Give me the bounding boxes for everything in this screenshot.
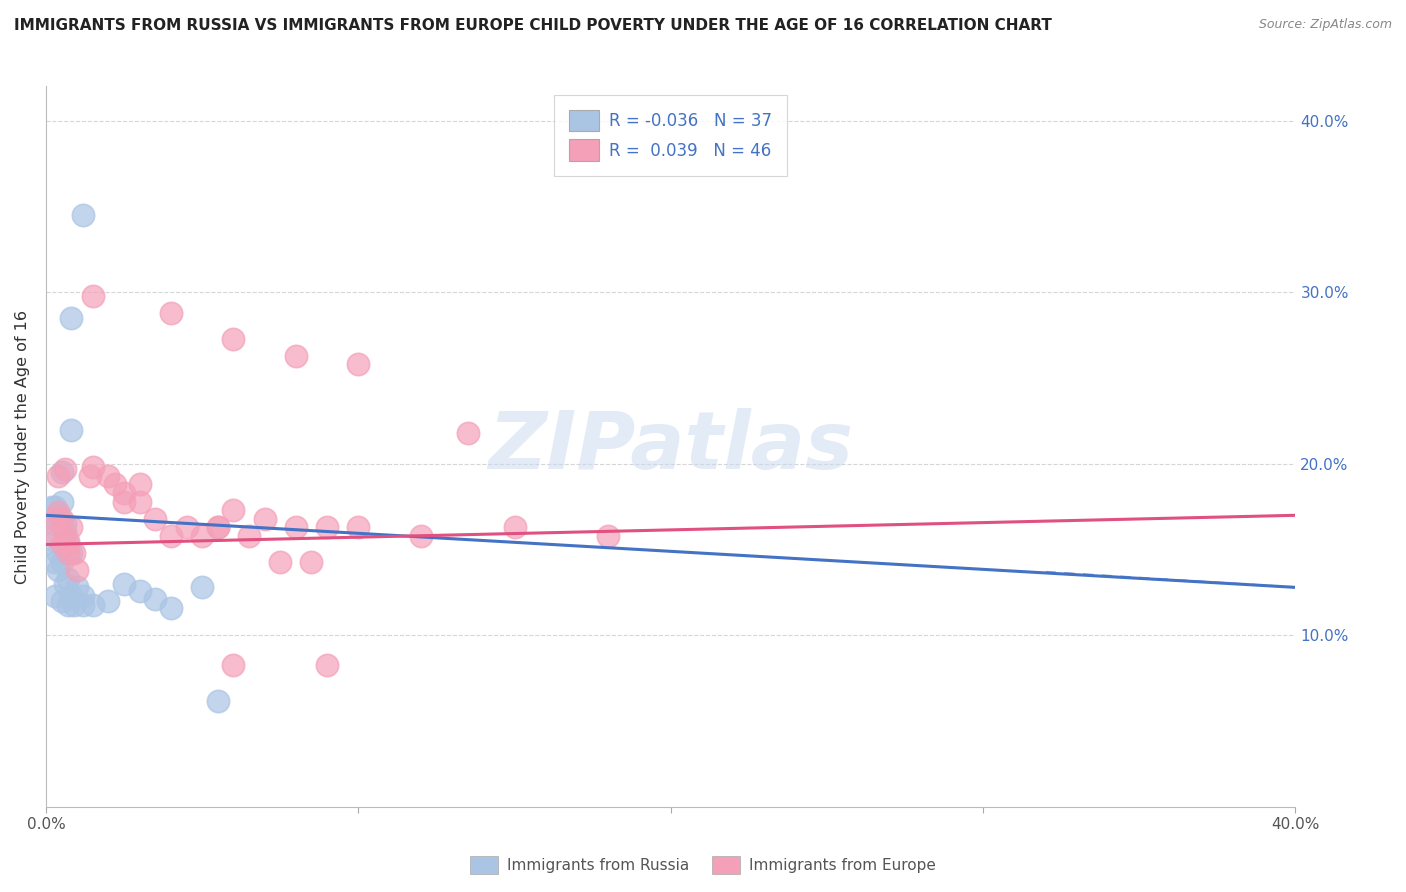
Point [48,512,70,526]
Point [238,529,260,543]
Text: Source: ZipAtlas.com: Source: ZipAtlas.com [1258,18,1392,31]
Point [97,468,120,483]
Point [56,534,79,549]
Point [82,288,104,302]
Point [253,512,276,526]
Point [66,580,89,594]
Point [51,594,73,608]
Point [112,486,135,500]
Point [347,520,370,534]
Point [191,529,214,543]
Point [59,423,82,437]
Point [59,520,82,534]
Point [53,462,76,476]
Point [269,555,291,569]
Point [48,505,70,519]
Point [79,468,101,483]
Point [44,555,66,569]
Point [56,572,79,586]
Point [53,529,76,543]
Point [56,598,79,612]
Text: ZIPatlas: ZIPatlas [488,408,853,485]
Point [44,500,66,514]
Point [316,520,339,534]
Point [112,577,135,591]
Point [72,598,94,612]
Point [66,563,89,577]
Point [128,477,150,491]
Point [112,494,135,508]
Point [503,520,526,534]
Point [41,500,63,514]
Point [51,512,73,526]
Point [598,529,620,543]
Legend: R = -0.036   N = 37, R =  0.039   N = 46: R = -0.036 N = 37, R = 0.039 N = 46 [554,95,787,176]
Point [44,512,66,526]
Point [347,357,370,371]
Point [48,508,70,523]
Point [51,466,73,480]
Point [63,598,86,612]
Point [316,657,339,672]
Point [222,332,245,346]
Point [44,529,66,543]
Point [82,598,104,612]
Point [53,525,76,540]
Point [160,306,183,320]
Point [104,477,127,491]
Point [56,546,79,560]
Point [72,208,94,222]
Point [191,580,214,594]
Legend: Immigrants from Russia, Immigrants from Europe: Immigrants from Russia, Immigrants from … [464,850,942,880]
Point [160,529,183,543]
Point [51,537,73,551]
Point [51,494,73,508]
Point [59,310,82,325]
Point [48,546,70,560]
Point [207,520,229,534]
Point [63,546,86,560]
Point [44,589,66,603]
Point [301,555,323,569]
Point [284,349,307,363]
Point [72,589,94,603]
Point [48,563,70,577]
Point [160,601,183,615]
Point [222,503,245,517]
Point [59,546,82,560]
Point [56,537,79,551]
Point [143,592,166,607]
Point [44,534,66,549]
Point [53,577,76,591]
Point [207,693,229,707]
Point [48,468,70,483]
Point [284,520,307,534]
Point [143,512,166,526]
Point [222,657,245,672]
Point [457,425,479,440]
Text: IMMIGRANTS FROM RUSSIA VS IMMIGRANTS FROM EUROPE CHILD POVERTY UNDER THE AGE OF : IMMIGRANTS FROM RUSSIA VS IMMIGRANTS FRO… [14,18,1052,33]
Point [44,516,66,531]
Point [128,583,150,598]
Point [128,494,150,508]
Point [82,460,104,475]
Point [176,520,198,534]
Y-axis label: Child Poverty Under the Age of 16: Child Poverty Under the Age of 16 [15,310,30,583]
Point [53,516,76,531]
Point [97,594,120,608]
Point [409,529,432,543]
Point [207,520,229,534]
Point [51,555,73,569]
Point [59,589,82,603]
